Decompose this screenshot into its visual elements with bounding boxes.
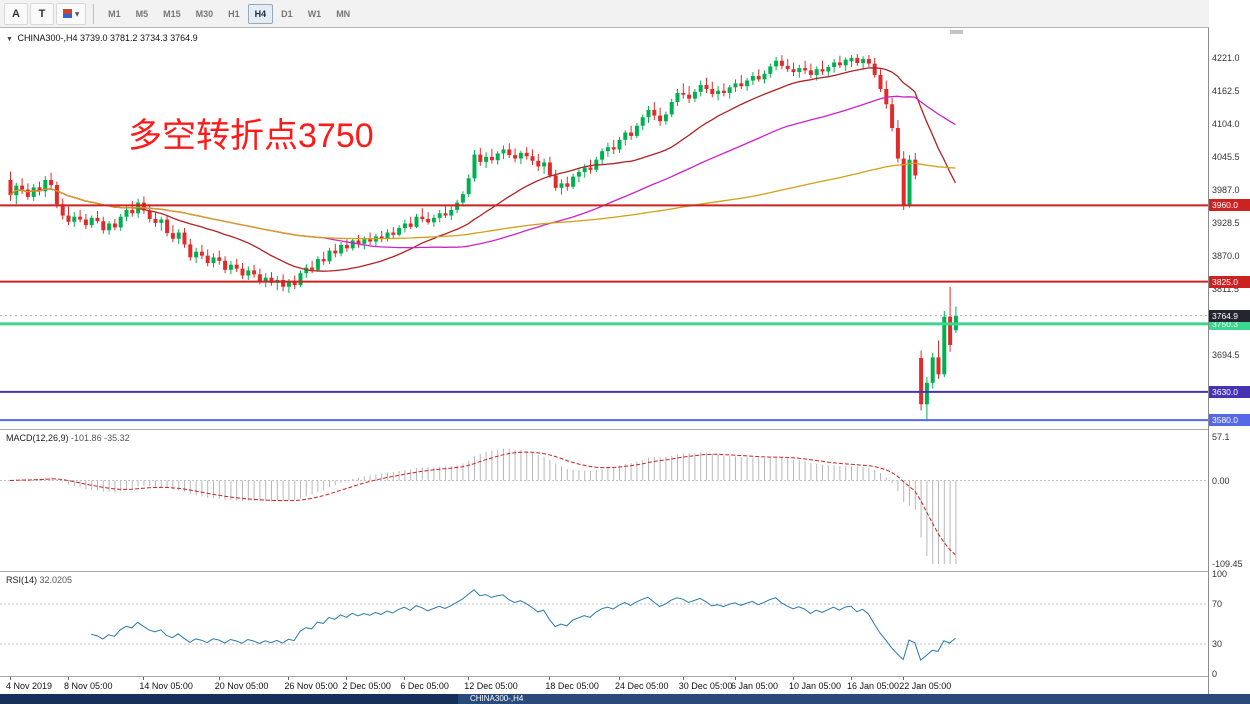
price-axis-label: 4104.0	[1212, 119, 1240, 130]
price-axis-label: 3928.5	[1212, 218, 1240, 229]
time-axis-label: 24 Dec 05:00	[615, 681, 669, 691]
time-tick	[218, 677, 220, 680]
font-tool-button[interactable]: A	[4, 2, 28, 25]
time-axis-label: 22 Jan 05:00	[899, 681, 952, 691]
time-tick	[735, 677, 736, 680]
price-axis-label: 3694.5	[1212, 350, 1240, 361]
rsi-axis-label: 100	[1212, 569, 1228, 579]
timeframe-button-H4[interactable]: H4	[247, 3, 274, 24]
time-tick	[851, 677, 852, 680]
toolbar-separator	[93, 3, 95, 24]
draw-tool-button[interactable]: ▾	[56, 2, 87, 25]
macd-label: MACD(12,26,9) -101.86 -35.32	[6, 433, 130, 443]
time-axis-label: 2 Dec 05:00	[342, 681, 391, 691]
time-tick	[288, 677, 290, 680]
price-badge: 3580.0	[1209, 414, 1250, 427]
time-axis-label: 6 Dec 05:00	[400, 681, 449, 691]
paint-icon	[63, 9, 72, 19]
price-badge: 3764.9	[1209, 309, 1250, 322]
rsi-axis-label: 70	[1212, 599, 1223, 609]
chart-text-annotation: 多空转折点3750	[128, 117, 374, 155]
macd-axis-label: 0.00	[1212, 475, 1230, 486]
time-axis-border	[0, 676, 1250, 677]
timeframe-button-H1[interactable]: H1	[221, 4, 247, 24]
price-badge: 3630.0	[1209, 385, 1250, 398]
price-badge: 3825.0	[1209, 275, 1250, 288]
timeframe-button-group: M1 M5 M15 M30 H1 H4 D1 W1 MN	[101, 3, 357, 24]
text-tool-button[interactable]: T	[30, 2, 54, 25]
time-axis-label: 10 Jan 05:00	[789, 681, 842, 691]
price-axis[interactable]: 4221.0 4162.5 4104.0 4045.5 3987.0 3928.5 3870…	[1209, 0, 1250, 694]
time-axis-label: 12 Dec 05:00	[464, 681, 518, 691]
rsi-value: 32.0205	[39, 575, 73, 585]
time-tick	[468, 677, 470, 680]
time-axis-label: 26 Nov 05:00	[284, 681, 338, 691]
bottom-bar: CHINA300-,H4	[0, 694, 1250, 704]
time-axis-label: 6 Jan 05:00	[731, 681, 779, 691]
rsi-axis-label: 0	[1212, 669, 1218, 679]
time-tick	[143, 677, 145, 680]
time-axis-label: 18 Dec 05:00	[545, 681, 599, 691]
ma-120-line	[9, 162, 956, 240]
macd-histogram	[15, 448, 957, 564]
rsi-axis-label: 30	[1212, 639, 1223, 649]
toolbar: A T ▾ M1 M5 M15 M30 H1 H4 D1 W1 MN	[0, 0, 1250, 28]
price-axis-label: 3987.0	[1212, 185, 1240, 196]
chart-title-ohlc: 3739.0 3781.2 3734.3 3764.9	[80, 33, 198, 43]
time-tick	[682, 677, 684, 680]
candles	[8, 53, 958, 422]
timeframe-button-M1[interactable]: M1	[101, 4, 128, 24]
macd-name: MACD(12,26,9)	[6, 433, 69, 443]
rsi-panel-chart[interactable]	[0, 572, 1208, 676]
time-tick	[346, 677, 348, 680]
time-tick	[549, 677, 551, 680]
timeframe-button-M15[interactable]: M15	[156, 4, 188, 24]
price-chart[interactable]	[0, 28, 1208, 429]
time-tick	[793, 677, 794, 680]
time-axis-label: 16 Jan 05:00	[847, 681, 900, 691]
macd-signal-line	[9, 451, 956, 556]
timeframe-button-D1[interactable]: D1	[274, 4, 300, 24]
panel-separator[interactable]	[0, 429, 1250, 430]
timeframe-button-W1[interactable]: W1	[301, 4, 329, 24]
price-axis-label: 4162.5	[1212, 85, 1240, 96]
price-badge: 3960.0	[1209, 199, 1250, 212]
timeframe-button-MN[interactable]: MN	[329, 4, 357, 24]
chart-title-symbol: CHINA300-,H4	[17, 33, 78, 43]
bottom-tab-symbol[interactable]: CHINA300-,H4	[470, 694, 524, 703]
time-tick	[619, 677, 620, 680]
time-axis[interactable]: 4 Nov 2019 8 Nov 05:00 14 Nov 05:00 20 Nov …	[0, 677, 1208, 694]
price-axis-label: 3811.5	[1212, 284, 1239, 295]
time-tick	[68, 677, 69, 680]
dropdown-caret-icon: ▾	[75, 9, 80, 19]
macd-panel-chart[interactable]	[0, 430, 1208, 571]
axis-divider	[1208, 28, 1209, 694]
bottom-bar-segment	[458, 694, 1250, 704]
rsi-line	[91, 589, 956, 661]
time-axis-label: 8 Nov 05:00	[64, 681, 113, 691]
time-axis-label: 14 Nov 05:00	[139, 681, 193, 691]
macd-axis-label: 57.1	[1212, 432, 1230, 442]
timeframe-button-M5[interactable]: M5	[129, 4, 156, 24]
time-tick	[903, 677, 905, 680]
price-axis-label: 4221.0	[1212, 52, 1240, 63]
ma-22-line	[9, 67, 956, 272]
time-axis-label: 30 Dec 05:00	[678, 681, 733, 691]
rsi-name: RSI(14)	[6, 575, 38, 585]
chart-title: ▼ CHINA300-,H4 3739.0 3781.2 3734.3 3764…	[6, 33, 198, 43]
time-tick	[10, 677, 11, 680]
chart-scroll-marker[interactable]	[950, 30, 963, 34]
rsi-label: RSI(14) 32.0205	[6, 575, 72, 585]
time-axis-label: 20 Nov 05:00	[214, 681, 269, 691]
price-axis-label: 4045.5	[1212, 152, 1240, 163]
macd-axis-label: -109.45	[1212, 559, 1243, 569]
panel-separator[interactable]	[0, 571, 1250, 572]
time-axis-label: 4 Nov 2019	[6, 681, 53, 691]
price-axis-label: 3870.0	[1212, 251, 1240, 262]
macd-values: -101.86 -35.32	[71, 433, 130, 443]
time-tick	[404, 677, 406, 680]
collapse-triangle-icon[interactable]: ▼	[6, 36, 13, 43]
timeframe-button-M30[interactable]: M30	[189, 4, 221, 24]
